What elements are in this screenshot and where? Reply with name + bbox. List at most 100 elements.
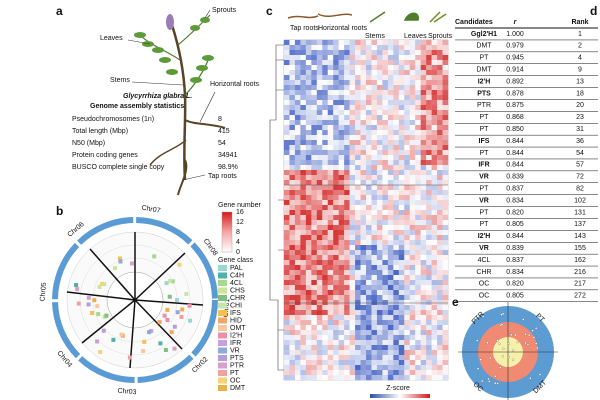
heat-cell (300, 230, 307, 236)
heat-cell (322, 240, 328, 246)
heat-cell (420, 90, 427, 96)
r-value: 0.892 (506, 78, 524, 85)
heat-cell (316, 315, 323, 321)
heat-cell (371, 220, 378, 226)
heat-cell (415, 195, 421, 201)
heat-cell (300, 335, 307, 341)
heat-cell (442, 350, 449, 356)
heat-cell (289, 105, 296, 111)
heat-cell (355, 115, 361, 121)
heat-cell (409, 215, 416, 221)
heat-cell (322, 215, 328, 221)
heat-cell (431, 100, 438, 106)
heat-cell (431, 295, 438, 301)
heat-cell (316, 220, 323, 226)
heat-cell (322, 70, 328, 76)
heat-cell (371, 250, 378, 256)
heat-cell (333, 190, 339, 196)
heat-cell (420, 340, 427, 346)
heat-cell (398, 265, 405, 271)
heat-cell (360, 130, 367, 136)
heat-cell (311, 200, 317, 206)
heat-cell (327, 375, 334, 381)
heat-cell (437, 340, 443, 346)
heat-cell (442, 85, 449, 91)
heat-cell (409, 315, 416, 321)
candidate: IFS (479, 138, 490, 145)
heat-cell (366, 250, 372, 256)
heat-cell (300, 85, 307, 91)
heat-cell (300, 210, 307, 216)
heat-cell (322, 80, 328, 86)
heat-cell (409, 185, 416, 191)
heat-cell (398, 360, 405, 366)
heat-cell (426, 310, 432, 316)
heat-cell (311, 320, 317, 326)
heat-cell (338, 220, 345, 226)
heat-cell (409, 200, 416, 206)
heat-cell (311, 315, 317, 321)
heat-cell (426, 370, 432, 376)
heat-cell (316, 40, 323, 46)
heat-cell (415, 45, 421, 51)
heat-cell (333, 315, 339, 321)
heat-cell (431, 370, 438, 376)
heat-cell (404, 375, 410, 381)
heat-cell (371, 145, 378, 151)
heat-cell (355, 355, 361, 361)
heat-cell (442, 300, 449, 306)
heat-cell (311, 40, 317, 46)
heat-cell (437, 75, 443, 81)
heat-cell (426, 235, 432, 241)
heat-cell (355, 340, 361, 346)
heat-cell (393, 65, 399, 71)
heat-cell (409, 375, 416, 381)
heat-cell (398, 215, 405, 221)
heat-cell (431, 260, 438, 266)
heat-cell (431, 55, 438, 61)
heat-cell (431, 155, 438, 161)
heat-cell (360, 230, 367, 236)
heat-cell (437, 190, 443, 196)
heat-cell (393, 235, 399, 241)
heat-cell (360, 40, 367, 46)
heat-cell (382, 305, 389, 311)
target-dot (524, 333, 527, 336)
heat-cell (393, 105, 399, 111)
heat-cell (426, 230, 432, 236)
heat-cell (387, 355, 394, 361)
heat-cell (371, 115, 378, 121)
heat-cell (431, 240, 438, 246)
heat-cell (371, 205, 378, 211)
heat-cell (415, 245, 421, 251)
heat-cell (284, 150, 290, 156)
heat-cell (409, 195, 416, 201)
heat-cell (322, 275, 328, 281)
heat-cell (344, 235, 350, 241)
heat-cell (333, 125, 339, 131)
heat-cell (294, 190, 301, 196)
heat-cell (316, 210, 323, 216)
heat-cell (289, 255, 296, 261)
gene-marker (74, 283, 79, 288)
heat-cell (284, 210, 290, 216)
heat-cell (289, 280, 296, 286)
heat-cell (311, 85, 317, 91)
heat-cell (426, 70, 432, 76)
r-value: 0.839 (506, 245, 524, 252)
heat-cell (426, 260, 432, 266)
heat-cell (376, 375, 383, 381)
heat-cell (311, 280, 317, 286)
heat-cell (305, 355, 312, 361)
heat-cell (442, 275, 449, 281)
heat-cell (333, 170, 339, 176)
heat-cell (333, 105, 339, 111)
heat-cell (294, 100, 301, 106)
heat-cell (366, 375, 372, 381)
heat-cell (300, 170, 307, 176)
heat-cell (376, 85, 383, 91)
heat-cell (409, 65, 416, 71)
heat-cell (289, 125, 296, 131)
heat-cell (393, 160, 399, 166)
heat-cell (404, 325, 410, 331)
